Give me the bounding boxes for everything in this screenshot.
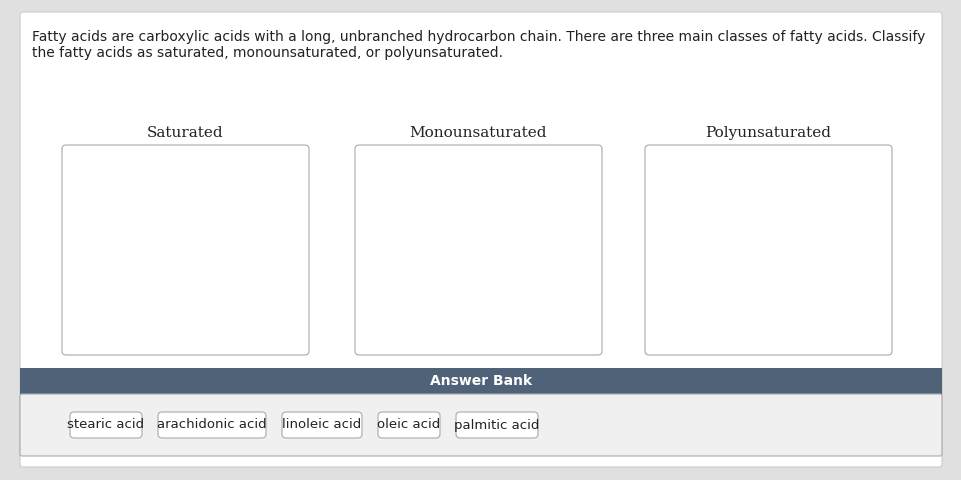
Bar: [20, 368, 941, 394]
Text: oleic acid: oleic acid: [377, 419, 440, 432]
Text: arachidonic acid: arachidonic acid: [157, 419, 266, 432]
FancyBboxPatch shape: [282, 412, 361, 438]
FancyBboxPatch shape: [70, 412, 142, 438]
Text: Monounsaturated: Monounsaturated: [409, 126, 547, 140]
FancyBboxPatch shape: [20, 394, 941, 456]
Text: Polyunsaturated: Polyunsaturated: [704, 126, 830, 140]
Text: palmitic acid: palmitic acid: [454, 419, 539, 432]
FancyBboxPatch shape: [62, 145, 308, 355]
Text: Answer Bank: Answer Bank: [430, 374, 531, 388]
Text: linoleic acid: linoleic acid: [283, 419, 361, 432]
FancyBboxPatch shape: [456, 412, 537, 438]
Text: Saturated: Saturated: [147, 126, 224, 140]
Text: the fatty acids as saturated, monounsaturated, or polyunsaturated.: the fatty acids as saturated, monounsatu…: [32, 46, 503, 60]
FancyBboxPatch shape: [355, 145, 602, 355]
FancyBboxPatch shape: [378, 412, 439, 438]
FancyBboxPatch shape: [644, 145, 891, 355]
FancyBboxPatch shape: [158, 412, 266, 438]
Text: Fatty acids are carboxylic acids with a long, unbranched hydrocarbon chain. Ther: Fatty acids are carboxylic acids with a …: [32, 30, 924, 44]
Text: stearic acid: stearic acid: [67, 419, 144, 432]
FancyBboxPatch shape: [20, 12, 941, 467]
